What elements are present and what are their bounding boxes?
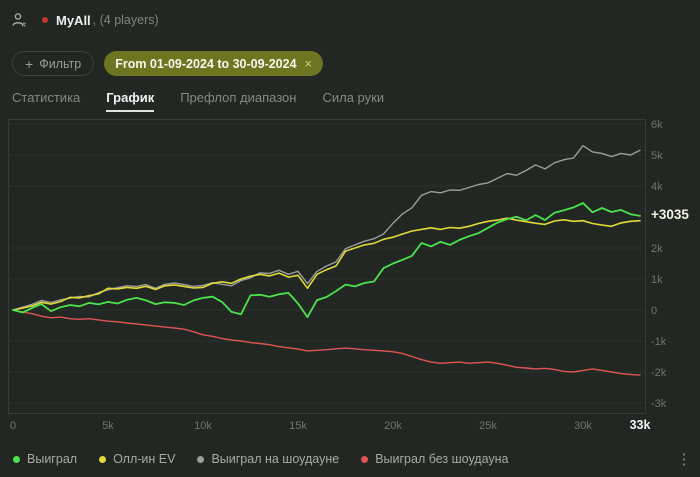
svg-text:#: # [22,22,26,29]
legend-item-2[interactable]: Выиграл на шоудауне [197,452,339,466]
legend-label: Выиграл без шоудауна [375,452,509,466]
add-filter-button[interactable]: + Фильтр [12,51,95,76]
date-range-filter-tag[interactable]: From 01-09-2024 to 30-09-2024 × [104,51,324,76]
x-tick-label: 0 [10,420,16,432]
legend-label: Выиграл на шоудауне [211,452,340,466]
kebab-menu-icon[interactable]: ⋮ [676,451,692,468]
legend-label: Выиграл [27,452,78,466]
legend-dot-icon [197,455,205,463]
tab-0[interactable]: Статистика [12,90,81,105]
y-tick-label: 0 [651,305,657,317]
filter-tag-label: From 01-09-2024 to 30-09-2024 [115,56,297,71]
player-name[interactable]: MyAll [56,12,91,28]
series-line-1 [12,217,641,311]
y-tick-label: -1k [651,336,667,348]
plot-border [8,119,646,414]
tab-3[interactable]: Сила руки [322,90,385,105]
y-tick-label: 4k [651,181,663,193]
close-icon[interactable]: × [304,56,313,71]
winnings-chart[interactable]: 6k 5k 4k 2k 1k 0 -1k -2k -3k 0 5k 10k 15k 20k 25k 30k 33… [0,115,700,447]
x-tick-label: 33k [630,418,651,432]
person-hash-icon[interactable]: # [10,11,28,29]
y-tick-label: 6k [651,119,663,131]
tab-2[interactable]: Префлоп диапазон [180,90,297,105]
players-count: , (4 players) [92,13,159,27]
chart-legend: Выиграл Олл-ин EV Выиграл на шоудауне Выигр… [13,449,509,469]
legend-dot-icon [361,455,369,463]
x-tick-label: 10k [194,420,212,432]
x-tick-label: 20k [384,420,402,432]
current-value-label: +3035 [651,207,689,222]
legend-item-1[interactable]: Олл-ин EV [99,452,175,466]
legend-dot-icon [99,455,107,463]
y-tick-label: -3k [651,398,667,410]
legend-item-0[interactable]: Выиграл [13,452,77,466]
x-tick-label: 15k [289,420,307,432]
x-tick-label: 30k [574,420,592,432]
player-color-marker [42,17,48,23]
legend-label: Олл-ин EV [113,452,176,466]
series-line-2 [12,145,641,311]
header: # MyAll , (4 players) [10,10,159,30]
series-line-3 [12,309,641,376]
x-tick-label: 25k [479,420,497,432]
series-line-0 [12,202,641,319]
tab-1[interactable]: График [106,90,154,112]
y-tick-label: 2k [651,243,663,255]
filter-row: + Фильтр From 01-09-2024 to 30-09-2024 × [12,51,324,76]
y-tick-label: 5k [651,150,663,162]
tab-bar: Статистика График Префлоп диапазон Сила рук… [12,90,384,112]
y-tick-label: -2k [651,367,667,379]
x-tick-label: 5k [102,420,114,432]
legend-dot-icon [13,455,20,463]
filter-button-label: Фильтр [39,56,82,71]
plus-icon: + [25,55,34,72]
legend-item-3[interactable]: Выиграл без шоудауна [361,452,509,466]
y-tick-label: 1k [651,274,663,286]
